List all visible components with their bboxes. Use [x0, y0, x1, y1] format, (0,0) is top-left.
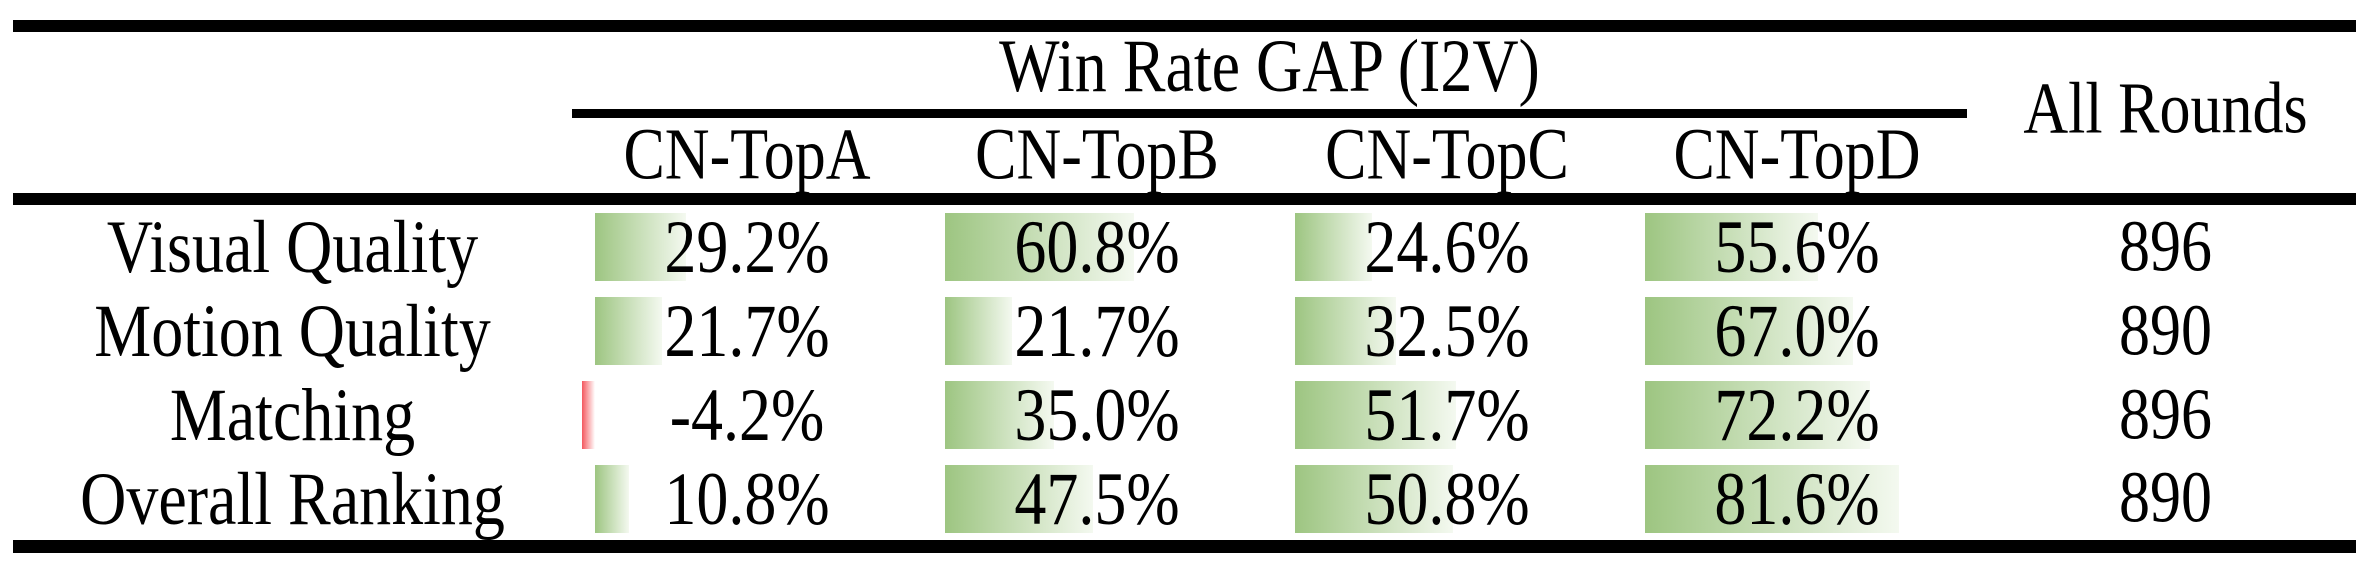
win-rate-cell: 21.7% [922, 289, 1272, 373]
win-rate-bar [595, 297, 662, 365]
row-label: Motion Quality [94, 288, 491, 373]
win-rate-value: 60.8% [1014, 204, 1180, 289]
win-rate-cell: 10.8% [572, 456, 922, 540]
win-rate-bar [945, 297, 1012, 365]
win-rate-value: 51.7% [1364, 372, 1530, 457]
win-rate-cell: 72.2% [1622, 373, 1972, 457]
table-rule-mid [13, 193, 2356, 205]
column-header-cn-topd: CN-TopD [1673, 114, 1921, 195]
row-label: Matching [169, 372, 416, 457]
win-rate-bar [595, 213, 686, 281]
win-rate-cell: 29.2% [572, 205, 922, 289]
win-rate-bar [1295, 297, 1396, 365]
table-rule-bottom [13, 540, 2356, 553]
win-rate-bar [1295, 213, 1372, 281]
all-rounds-value: 896 [2119, 206, 2212, 287]
column-header-cn-topc: CN-TopC [1325, 114, 1569, 195]
win-rate-value: 32.5% [1364, 288, 1530, 373]
win-rate-cell: 60.8% [922, 205, 1272, 289]
win-rate-cell: 32.5% [1272, 289, 1622, 373]
win-rate-value: -4.2% [669, 372, 825, 457]
win-rate-value: 10.8% [664, 456, 830, 540]
win-rate-value: 81.6% [1714, 456, 1880, 540]
win-rate-value: 50.8% [1364, 456, 1530, 540]
group-header: Win Rate GAP (I2V) [999, 23, 1540, 108]
win-rate-value: 24.6% [1364, 204, 1530, 289]
win-rate-cell: 50.8% [1272, 456, 1622, 540]
win-rate-value: 21.7% [664, 288, 830, 373]
all-rounds-value: 890 [2119, 457, 2212, 539]
win-rate-bar [1645, 464, 1899, 533]
win-rate-bar [1295, 381, 1456, 449]
win-rate-bar [1645, 297, 1853, 365]
win-rate-cell: 81.6% [1622, 456, 1972, 540]
win-rate-cell: 51.7% [1272, 373, 1622, 457]
win-rate-cell: 47.5% [922, 456, 1272, 540]
win-rate-value: 29.2% [664, 204, 830, 289]
win-rate-bar [1645, 213, 1818, 281]
win-rate-value: 21.7% [1014, 288, 1180, 373]
win-rate-value: 47.5% [1014, 456, 1180, 540]
win-rate-cell: 55.6% [1622, 205, 1972, 289]
win-rate-value: 67.0% [1714, 288, 1880, 373]
win-rate-bar [595, 464, 629, 533]
win-rate-cell: 67.0% [1622, 289, 1972, 373]
win-rate-value: 35.0% [1014, 372, 1180, 457]
row-label: Visual Quality [106, 204, 479, 289]
win-rate-value: 55.6% [1714, 204, 1880, 289]
win-rate-bar [945, 381, 1054, 449]
win-rate-bar [945, 464, 1093, 533]
column-header-cn-topa: CN-TopA [623, 114, 871, 195]
win-rate-bar-negative [582, 381, 595, 449]
win-rate-value: 72.2% [1714, 372, 1880, 457]
all-rounds-value: 896 [2119, 374, 2212, 455]
all-rounds-value: 890 [2119, 290, 2212, 371]
group-header-underline [572, 109, 1967, 118]
win-rate-bar [1295, 464, 1453, 533]
win-rate-cell: 24.6% [1272, 205, 1622, 289]
win-rate-bar [945, 213, 1134, 281]
row-label: Overall Ranking [80, 456, 505, 540]
win-rate-cell: 35.0% [922, 373, 1272, 457]
win-rate-cell: -4.2% [572, 373, 922, 457]
win-rate-cell: 21.7% [572, 289, 922, 373]
column-header-cn-topb: CN-TopB [975, 114, 1219, 195]
column-header-all-rounds: All Rounds [2023, 68, 2308, 150]
table-rule-top [13, 20, 2356, 32]
win-rate-bar [1645, 381, 1870, 449]
